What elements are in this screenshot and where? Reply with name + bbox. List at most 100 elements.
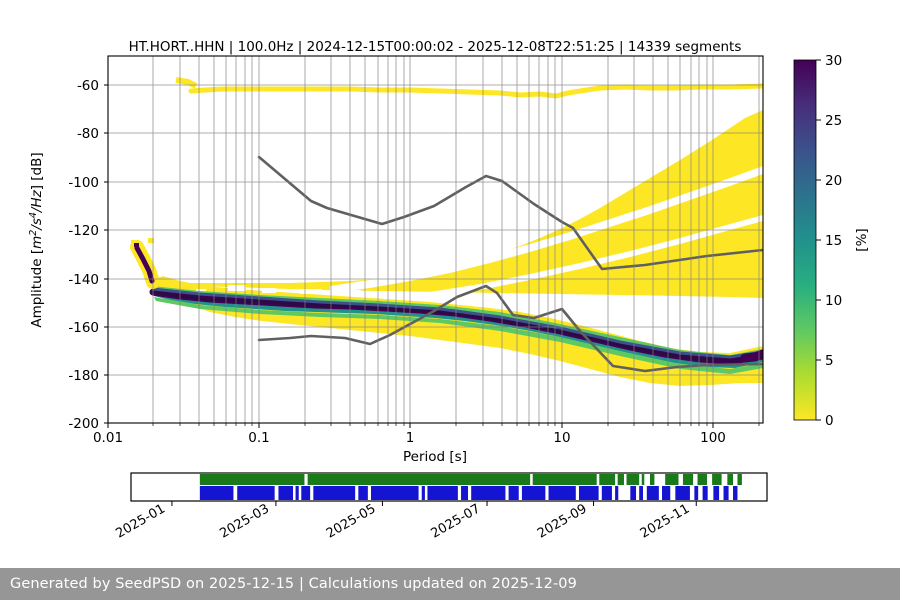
x-tick-label-1: 0.1 <box>248 430 269 446</box>
timeline-lower-segment <box>646 486 659 500</box>
right-edge-core <box>740 349 763 363</box>
colorbar-tick-30: 30 <box>825 53 842 69</box>
y-tick-label-1: -80 <box>77 126 99 142</box>
colorbar-tick-20: 20 <box>825 173 842 189</box>
timeline-upper-segment <box>682 474 694 485</box>
timeline-upper-segment <box>641 474 645 485</box>
timeline-lower-segment <box>723 486 729 500</box>
main-axes: -60 -80 -100 -120 -140 -160 -180 -200 Am… <box>28 55 764 465</box>
timeline-lower-segment <box>301 486 311 500</box>
timeline-upper-segment <box>617 474 624 485</box>
timeline-lower-segment <box>295 486 299 500</box>
y-tick-label-4: -140 <box>68 272 99 288</box>
timeline-lower-segment <box>694 486 699 500</box>
ylabel-sup2: 2 <box>28 230 39 236</box>
svg-text:Amplitude [m2/s4/Hz] [dB]: Amplitude [m2/s4/Hz] [dB] <box>28 152 46 327</box>
nlnm-curve <box>257 284 763 373</box>
footer-text: Generated by SeedPSD on 2025-12-15 | Cal… <box>10 576 577 592</box>
timeline-lower-segment <box>639 486 643 500</box>
timeline-lower-segment <box>471 486 506 500</box>
colorbar-tick-10: 10 <box>825 293 842 309</box>
timeline-lower-segment <box>662 486 671 500</box>
timeline-upper-segment <box>665 474 679 485</box>
yellow-split-gap <box>330 166 763 293</box>
ylabel-hz: /Hz <box>29 189 45 213</box>
ylabel-slash-s: /s <box>29 218 45 231</box>
timeline-date-label: 2025-05 <box>324 501 379 541</box>
timeline-upper-segment <box>712 474 722 485</box>
timeline-upper-segment <box>599 474 616 485</box>
y-tick-label-7: -200 <box>68 416 99 432</box>
grid-lines <box>107 56 763 424</box>
y-axis-label: Amplitude [m2/s4/Hz] [dB] <box>28 152 46 327</box>
x-axis-label: Period [s] <box>403 449 467 465</box>
ylabel-suffix: ] [dB] <box>29 152 45 190</box>
timeline-lower-segment <box>508 486 519 500</box>
timeline-upper-segment <box>697 474 708 485</box>
timeline-date-label: 2025-11 <box>638 501 693 541</box>
colorbar-label: [%] <box>854 228 870 251</box>
timeline-upper-segment <box>199 474 305 485</box>
timeline-upper-segment <box>727 474 734 485</box>
timeline-date-label: 2025-09 <box>535 501 590 541</box>
x-tick-label-3: 10 <box>553 430 570 446</box>
ppsd-density <box>130 77 763 386</box>
timeline-lower-segment <box>358 486 368 500</box>
timeline-lower-segment <box>461 486 469 500</box>
timeline-lower-segment <box>601 486 612 500</box>
svg-text:[%]: [%] <box>854 228 870 251</box>
nhnm-curve <box>257 155 763 271</box>
colorbar-tick-5: 5 <box>825 353 834 369</box>
x-axis-ticks <box>107 423 714 428</box>
timeline-lower-segment <box>548 486 576 500</box>
timeline-bands <box>199 474 742 500</box>
footer-bar: Generated by SeedPSD on 2025-12-15 | Cal… <box>0 568 900 600</box>
colorbar-ticks <box>816 59 821 421</box>
timeline-date-label: 2025-01 <box>113 501 168 541</box>
colorbar-gradient <box>793 59 817 421</box>
timeline-lower-segment <box>421 486 425 500</box>
timeline-lower-segment <box>615 486 619 500</box>
y-tick-label-2: -100 <box>68 175 99 191</box>
timeline-lower-segment <box>713 486 720 500</box>
timeline-upper-segment <box>737 474 742 485</box>
colorbar-tick-25: 25 <box>825 113 842 129</box>
timeline-date-label: 2025-03 <box>217 501 272 541</box>
coverage-timeline: 2025-01 2025-03 2025-05 2025-07 2025-09 2025-… <box>113 472 768 542</box>
timeline-lower-segment <box>521 486 546 500</box>
x-tick-label-2: 1 <box>406 430 415 446</box>
timeline-lower-segment <box>313 486 356 500</box>
y-tick-label-5: -160 <box>68 320 99 336</box>
timeline-lower-segment <box>199 486 234 500</box>
timeline-lower-segment <box>237 486 275 500</box>
y-tick-label-0: -60 <box>77 78 99 94</box>
timeline-lower-segment <box>675 486 690 500</box>
yellow-split-gap-secondary <box>430 215 763 298</box>
colorbar-tick-0: 0 <box>825 413 834 429</box>
timeline-lower-segment <box>733 486 738 500</box>
colorbar-tick-15: 15 <box>825 233 842 249</box>
green-fringe-upper <box>152 286 763 359</box>
timeline-date-label: 2025-07 <box>428 501 483 541</box>
y-tick-label-3: -120 <box>68 223 99 239</box>
yellow-envelope-upper-right <box>150 110 763 298</box>
x-tick-label-4: 100 <box>700 430 726 446</box>
timeline-lower-segment <box>578 486 599 500</box>
timeline-lower-segment <box>702 486 708 500</box>
timeline-upper-segment <box>307 474 531 485</box>
ylabel-sup4: 4 <box>28 212 39 218</box>
mode-core-shoulder <box>151 287 763 359</box>
axes-frame <box>107 55 764 424</box>
ylabel-m: m <box>29 236 45 249</box>
timeline-lower-segment <box>630 486 637 500</box>
timeline-upper-segment <box>649 474 655 485</box>
x-axis-minor-ticks <box>152 423 760 426</box>
y-axis-ticks <box>104 84 108 424</box>
timeline-upper-segment <box>626 474 640 485</box>
ylabel-prefix: Amplitude [ <box>29 249 45 328</box>
timeline-lower-segment <box>371 486 419 500</box>
short-period-artifact <box>130 240 160 289</box>
plot-title: HT.HORT..HHN | 100.0Hz | 2024-12-15T00:0… <box>129 39 742 55</box>
